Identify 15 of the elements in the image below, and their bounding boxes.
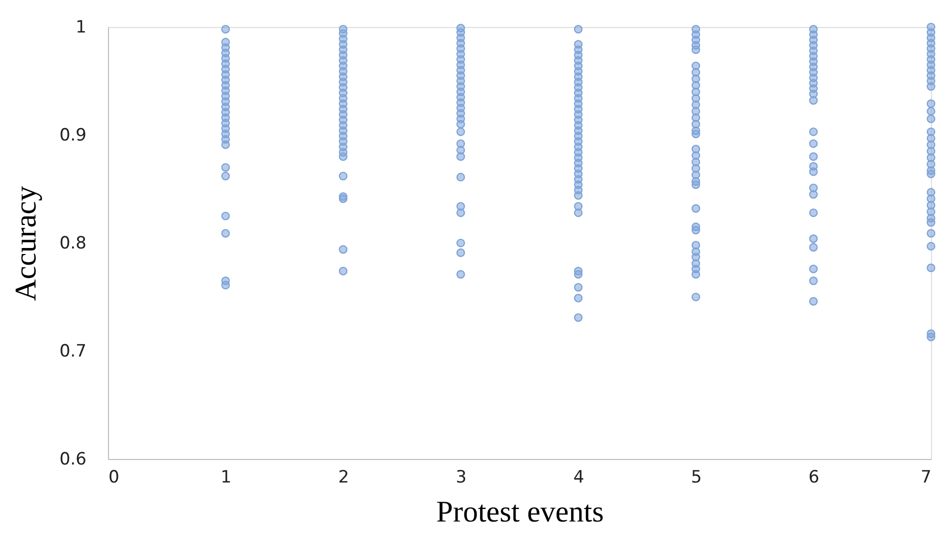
y-tick-label: 0.9 [59,126,86,146]
y-tick-label: 0.7 [59,342,86,362]
y-tick-label: 0.8 [59,234,86,254]
x-tick-label: 0 [108,468,120,488]
x-tick-label: 6 [808,468,820,488]
x-tick-label: 5 [690,468,702,488]
x-tick-label: 1 [220,468,232,488]
x-axis-title: Protest events [436,496,604,528]
y-tick-label: 1 [76,18,86,38]
x-tick-label: 2 [338,468,350,488]
x-tick-label: 4 [573,468,584,488]
x-tick-label: 3 [456,468,467,488]
y-axis-title: Accuracy [9,186,42,301]
x-tick-label: 7 [920,468,932,488]
y-tick-label: 0.6 [59,450,86,470]
